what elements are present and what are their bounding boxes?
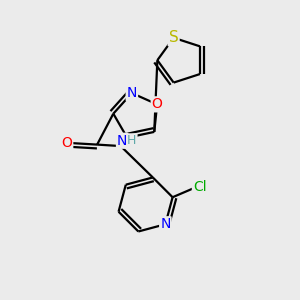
Text: O: O: [152, 98, 163, 111]
Text: Cl: Cl: [193, 180, 206, 194]
Text: S: S: [169, 30, 178, 45]
Text: N: N: [117, 134, 127, 148]
Text: N: N: [127, 86, 137, 100]
Text: N: N: [160, 217, 171, 231]
Text: H: H: [127, 134, 136, 147]
Text: O: O: [61, 136, 72, 150]
